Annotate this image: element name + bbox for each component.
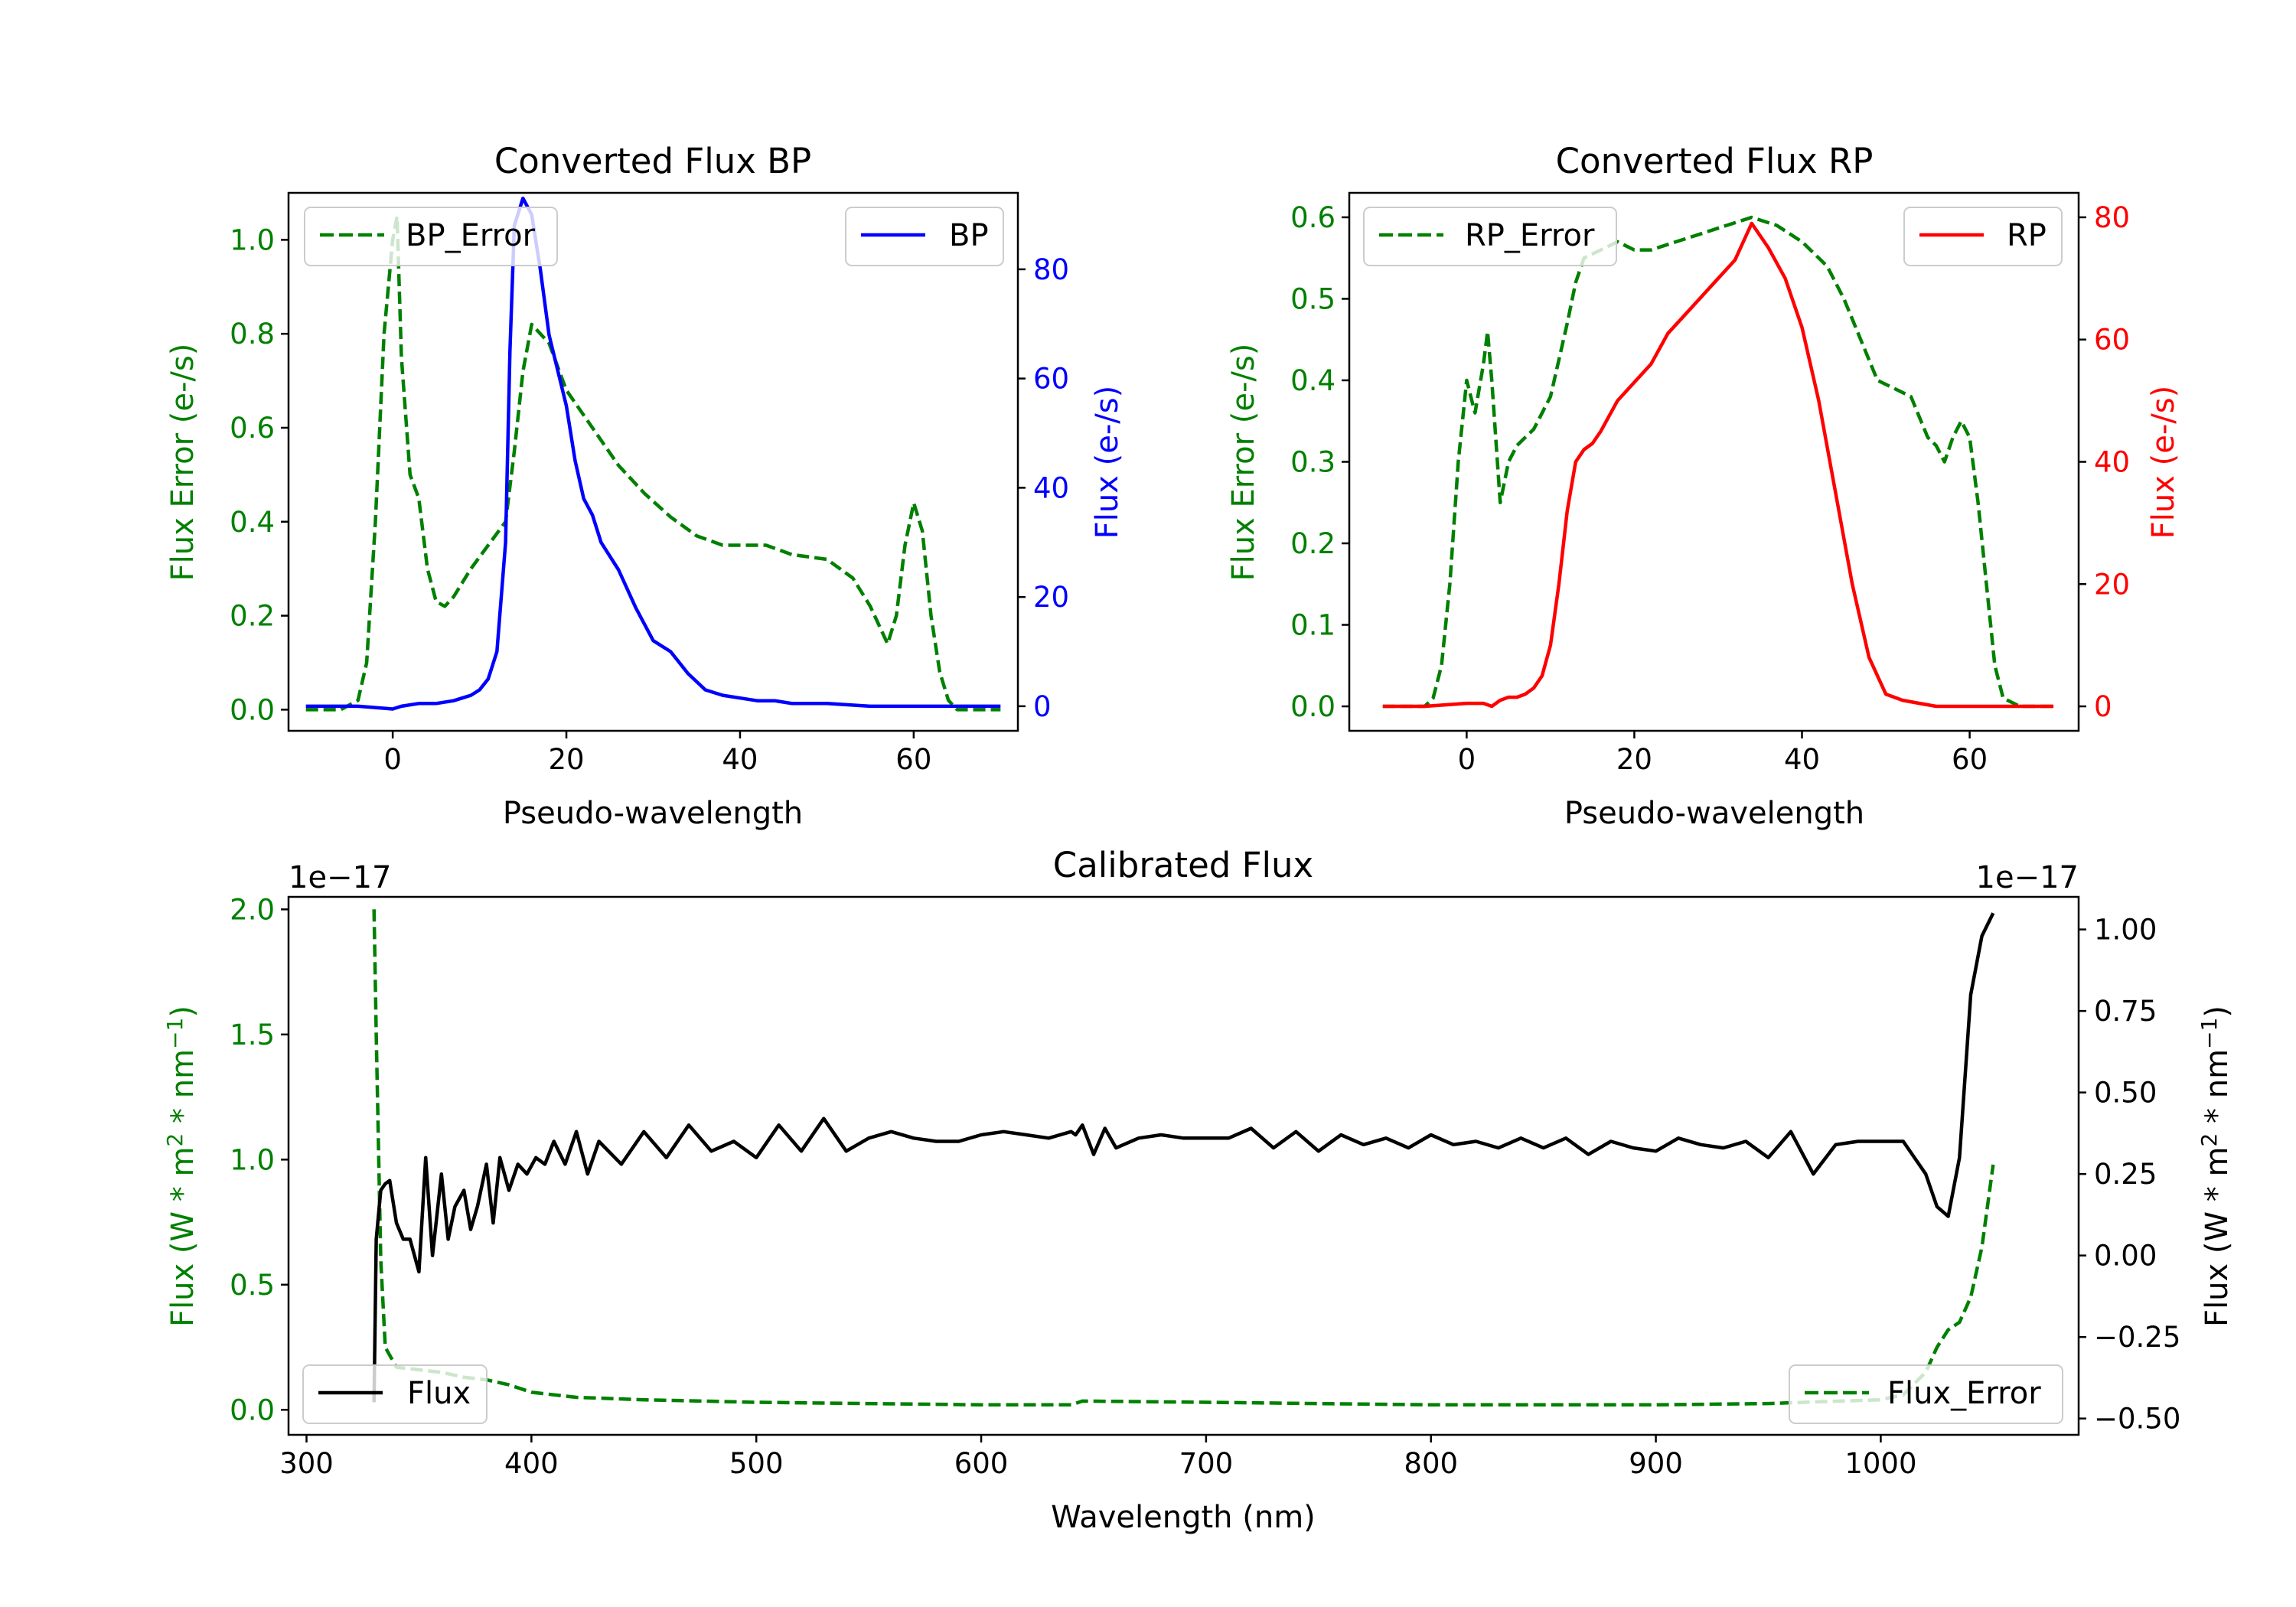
calibrated-xlabel: Wavelength (nm) [1051,1500,1316,1535]
calibrated-xtick-label: 300 [279,1447,334,1480]
calibrated-legend-error-label: Flux_Error [1887,1376,2041,1411]
rp-title: Converted Flux RP [1556,141,1874,181]
rp-subplot: Converted Flux RP Pseudo-wavelength Flux… [1226,141,2181,831]
calibrated-xtick-label: 500 [729,1447,784,1480]
calibrated-right-ytick-label: 0.75 [2094,995,2157,1028]
calibrated-axes-frame [287,895,2080,1436]
bp-left-ytick-label: 0.4 [230,506,275,539]
calibrated-right-ytick-label: 1.00 [2094,914,2157,947]
calibrated-right-ytick-label: −0.25 [2094,1321,2180,1354]
bp-right-ytick-label: 0 [1033,690,1052,723]
bp-right-ytick-label: 60 [1033,363,1069,396]
calibrated-right-ytick-label: 0.00 [2094,1240,2157,1273]
calibrated-left-ytick-label: 1.0 [230,1143,275,1176]
calibrated-series-flux-line [372,912,1995,1403]
rp-left-ylabel: Flux Error (e-/s) [1226,344,1261,582]
bp-legend-error: BP_Error [304,207,558,266]
rp-left-ytick-label: 0.3 [1290,446,1336,479]
calibrated-legend-flux-label: Flux [407,1376,471,1411]
rp-xtick-label: 20 [1616,743,1652,776]
rp-legend-error-label: RP_Error [1465,218,1595,253]
rp-legend-error: RP_Error [1363,207,1617,266]
bp-plot-area [305,196,1001,712]
rp-series-rp-error-line [1382,215,2054,709]
bp-xlabel: Pseudo-wavelength [503,796,803,831]
bp-left-ytick-label: 0.8 [230,318,275,350]
calibrated-legend-error: Flux_Error [1789,1364,2063,1424]
rp-left-ytick-label: 0.5 [1290,282,1336,315]
calibrated-title: Calibrated Flux [1053,845,1313,885]
calibrated-left-ytick-label: 0.0 [230,1393,275,1426]
rp-series-rp-line [1382,221,2054,709]
calibrated-right-ytick-label: 0.25 [2094,1158,2157,1191]
bp-left-ylabel: Flux Error (e-/s) [165,344,201,582]
bp-title: Converted Flux BP [494,141,811,181]
calibrated-xtick-label: 600 [954,1447,1009,1480]
calibrated-xtick-label: 1000 [1844,1447,1916,1480]
calibrated-xtick-label: 400 [504,1447,559,1480]
rp-left-ytick-label: 0.0 [1290,690,1336,723]
bp-axes-frame [287,191,1019,732]
calibrated-right-ytick-label: −0.50 [2094,1403,2180,1436]
calibrated-legend-error-box [1789,1364,2063,1424]
calibrated-left-ytick-label: 0.5 [230,1269,275,1302]
calibrated-left-ytick-label: 2.0 [230,893,275,926]
calibrated-left-ylabel: Flux (W * m2 * nm−1) [162,1006,201,1327]
calibrated-left-ytick-label: 1.5 [230,1019,275,1051]
bp-series-bp-error-line [305,214,1001,712]
rp-right-ylabel: Flux (e-/s) [2146,386,2181,539]
calibrated-legend-flux: Flux [302,1364,488,1424]
bp-left-ytick-label: 0.6 [230,412,275,445]
bp-right-ytick-label: 20 [1033,581,1069,614]
calibrated-right-ylabel: Flux (W * m2 * nm−1) [2197,1006,2235,1327]
bp-xtick-label: 20 [549,743,585,776]
calibrated-right-ytick-label: 0.50 [2094,1077,2157,1110]
calibrated-subplot: Calibrated Flux Wavelength (nm) Flux (W … [162,845,2235,1535]
calibrated-xtick-label: 700 [1179,1447,1234,1480]
rp-left-ytick-label: 0.4 [1290,364,1336,397]
bp-right-ytick-label: 40 [1033,471,1069,504]
rp-left-ytick-label: 0.1 [1290,609,1336,642]
bp-left-ytick-label: 0.0 [230,693,275,726]
rp-left-ytick-label: 0.2 [1290,527,1336,560]
bp-series-bp-line [305,196,1001,711]
rp-right-ytick-label: 20 [2094,568,2130,601]
rp-left-ytick-label: 0.6 [1290,201,1336,234]
bp-left-ytick-label: 1.0 [230,223,275,256]
rp-right-ytick-label: 80 [2094,201,2130,234]
bp-legend-flux: BP [845,207,1004,266]
rp-xlabel: Pseudo-wavelength [1564,796,1864,831]
rp-legend-flux: RP [1903,207,2063,266]
calibrated-xtick-label: 800 [1404,1447,1458,1480]
rp-xtick-label: 60 [1952,743,1988,776]
rp-xtick-label: 0 [1458,743,1476,776]
rp-right-ytick-label: 40 [2094,446,2130,479]
bp-legend-flux-label: BP [949,218,989,253]
bp-xtick-label: 0 [383,743,402,776]
bp-legend-error-box [304,207,558,266]
calibrated-xtick-label: 900 [1629,1447,1683,1480]
bp-xtick-label: 40 [722,743,758,776]
calibrated-right-offset-text: 1e−17 [1976,860,2079,895]
bp-legend-error-label: BP_Error [406,218,536,253]
bp-xtick-label: 60 [895,743,931,776]
rp-legend-flux-label: RP [2007,218,2047,253]
bp-subplot: Converted Flux BP Pseudo-wavelength Flux… [165,141,1125,831]
calibrated-legend-flux-box [302,1364,488,1424]
rp-xtick-label: 40 [1784,743,1820,776]
bp-right-ytick-label: 80 [1033,253,1069,286]
calibrated-left-offset-text: 1e−17 [289,860,391,895]
bp-right-ylabel: Flux (e-/s) [1090,386,1125,539]
rp-plot-area [1382,215,2054,709]
rp-right-ytick-label: 0 [2094,690,2112,723]
bp-left-ytick-label: 0.2 [230,600,275,633]
rp-right-ytick-label: 60 [2094,324,2130,357]
rp-legend-error-box [1363,207,1617,266]
